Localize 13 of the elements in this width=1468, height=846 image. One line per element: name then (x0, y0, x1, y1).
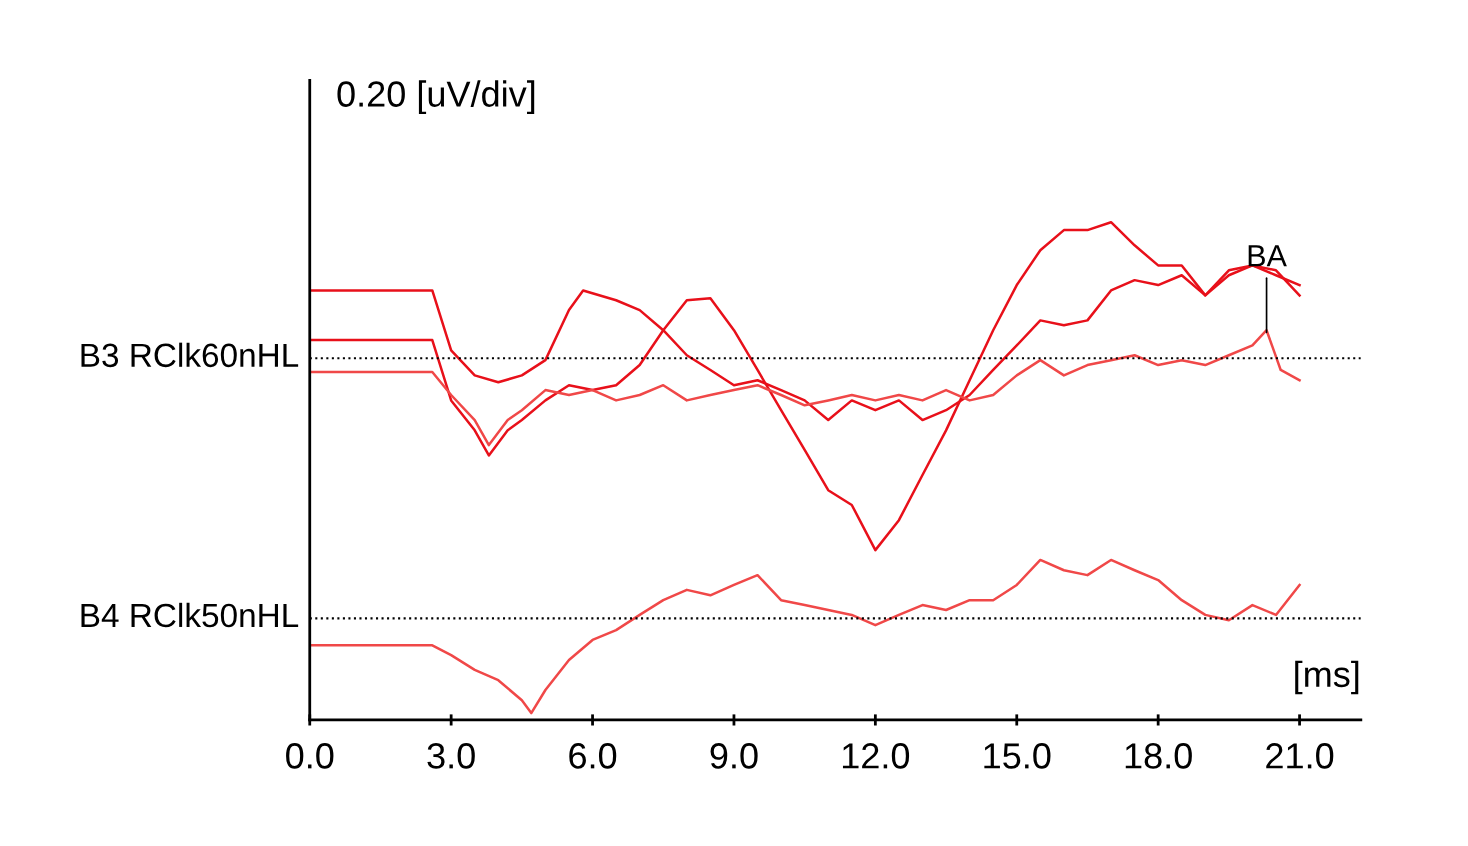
x-tick-label: 15.0 (984, 743, 1051, 769)
y-axis-title: 0.20 [uV/div] (337, 80, 535, 115)
ref-line-label: B3 RClk60nHL (81, 342, 299, 368)
x-tick-label: 6.0 (569, 743, 617, 769)
x-tick-label: 0.0 (286, 743, 334, 769)
x-axis-title: [ms] (1295, 660, 1359, 695)
x-tick-label: 9.0 (710, 743, 758, 769)
x-tick-label: 18.0 (1125, 743, 1192, 769)
ref-line-label: B4 RClk50nHL (81, 602, 299, 628)
annotation: BA (1248, 245, 1287, 267)
x-tick-label: 21.0 (1266, 743, 1334, 769)
x-tick-label: 3.0 (427, 743, 475, 769)
x-tick-label: 12.0 (842, 743, 910, 769)
